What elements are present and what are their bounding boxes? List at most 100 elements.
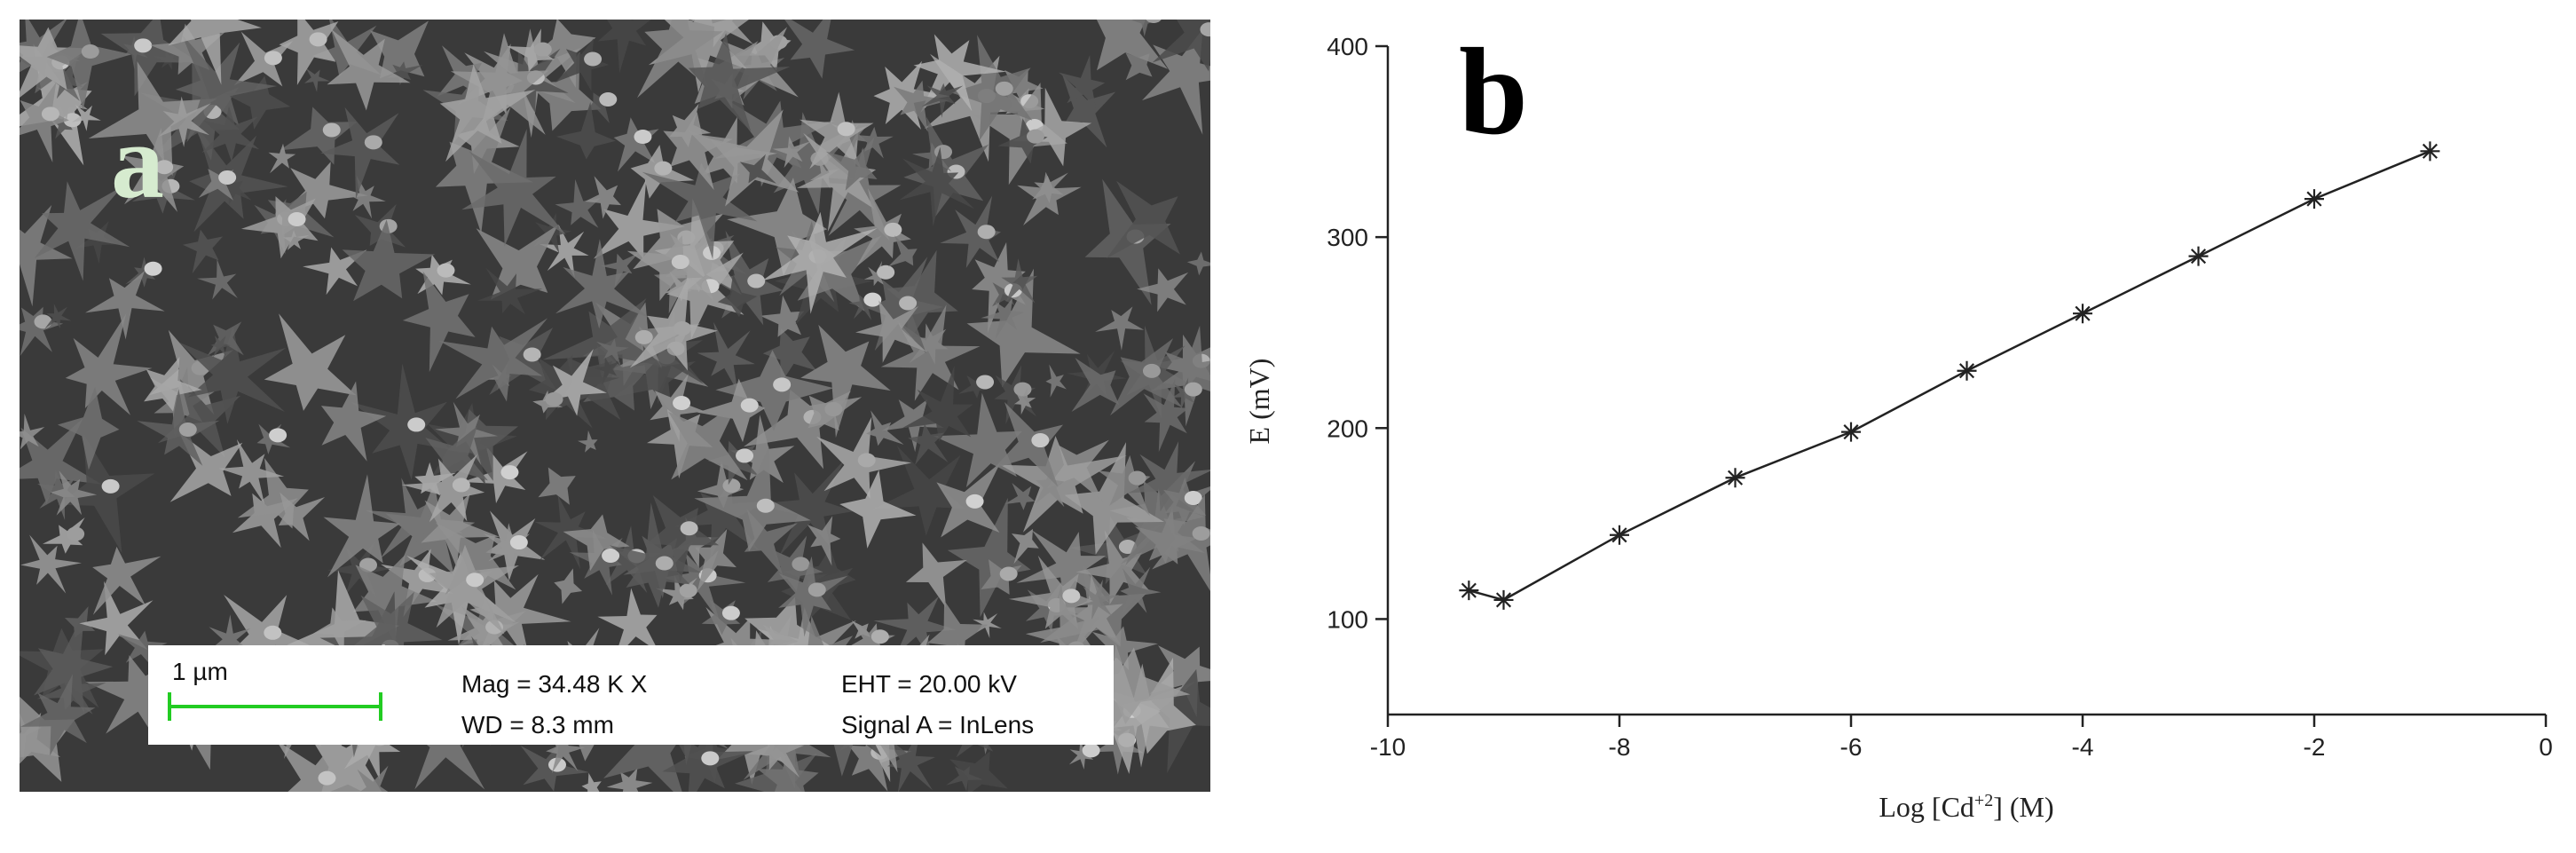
crystal bbox=[595, 338, 629, 367]
crystal bbox=[1143, 378, 1189, 453]
crystal bbox=[966, 268, 1081, 388]
crystal bbox=[800, 324, 891, 438]
data-point bbox=[1725, 468, 1745, 488]
crystal bbox=[894, 80, 949, 132]
crystal bbox=[585, 176, 621, 219]
crystal bbox=[747, 724, 805, 778]
crystal bbox=[556, 101, 616, 160]
crystal bbox=[1135, 506, 1198, 565]
crystal bbox=[1057, 573, 1123, 655]
particle bbox=[599, 91, 618, 107]
crystal bbox=[581, 772, 602, 792]
crystal bbox=[327, 29, 411, 111]
crystal bbox=[323, 474, 400, 578]
crystal bbox=[715, 350, 834, 431]
crystal bbox=[1025, 594, 1101, 675]
crystal bbox=[1096, 20, 1168, 71]
crystal bbox=[20, 306, 64, 357]
crystal bbox=[1142, 28, 1210, 135]
crystal bbox=[535, 20, 596, 88]
crystal bbox=[609, 502, 694, 608]
crystal bbox=[905, 542, 967, 608]
crystal bbox=[739, 154, 776, 184]
crystal bbox=[694, 446, 811, 552]
crystal bbox=[555, 38, 610, 91]
panel-label: b bbox=[1459, 23, 1528, 161]
crystal bbox=[940, 195, 1001, 268]
crystal bbox=[1060, 647, 1191, 724]
crystal bbox=[947, 497, 1031, 618]
crystal bbox=[50, 470, 98, 516]
crystal bbox=[1013, 387, 1036, 415]
particle bbox=[523, 347, 541, 362]
particle bbox=[1192, 525, 1210, 541]
crystal bbox=[807, 516, 841, 566]
crystal bbox=[1098, 454, 1151, 517]
data-line bbox=[1468, 150, 2430, 602]
crystal bbox=[447, 409, 518, 481]
particle bbox=[63, 113, 82, 128]
crystal bbox=[425, 426, 488, 484]
crystal bbox=[899, 146, 975, 227]
signal-label: Signal A = InLens bbox=[841, 711, 1034, 738]
crystal bbox=[121, 128, 185, 212]
x-title-text: Log [Cd bbox=[1879, 791, 1974, 823]
particle bbox=[407, 417, 426, 432]
crystal bbox=[197, 259, 238, 300]
crystal bbox=[597, 20, 651, 74]
crystal bbox=[778, 556, 848, 637]
info-box bbox=[148, 645, 1114, 745]
particle bbox=[67, 526, 85, 541]
crystal bbox=[614, 345, 696, 412]
particle bbox=[1184, 382, 1202, 397]
crystal bbox=[201, 106, 259, 162]
crystal bbox=[357, 765, 389, 792]
particle bbox=[1026, 129, 1044, 144]
particle bbox=[807, 582, 826, 597]
crystal bbox=[438, 318, 548, 402]
crystal bbox=[137, 389, 220, 466]
crystal bbox=[664, 271, 692, 302]
particle bbox=[863, 292, 882, 307]
crystal bbox=[312, 607, 366, 655]
mag-label: Mag = 34.48 K X bbox=[461, 670, 648, 698]
crystal bbox=[75, 221, 117, 265]
particle bbox=[884, 222, 902, 237]
particle bbox=[1128, 470, 1146, 486]
crystal bbox=[303, 247, 367, 296]
crystal bbox=[20, 418, 102, 504]
crystal bbox=[387, 61, 423, 86]
crystal bbox=[663, 550, 746, 622]
crystal bbox=[20, 674, 96, 756]
crystal bbox=[20, 27, 90, 99]
crystal bbox=[601, 253, 639, 288]
particle bbox=[500, 465, 519, 480]
crystal bbox=[1073, 644, 1161, 774]
particle bbox=[545, 391, 563, 407]
crystal bbox=[1152, 20, 1210, 72]
crystal bbox=[902, 365, 973, 442]
particle bbox=[309, 32, 327, 47]
crystal bbox=[44, 304, 72, 329]
crystal bbox=[351, 363, 452, 480]
crystal bbox=[648, 20, 750, 93]
y-tick-label: 400 bbox=[1327, 33, 1368, 60]
crystal bbox=[1045, 364, 1067, 398]
crystal bbox=[450, 33, 549, 135]
crystal bbox=[210, 336, 231, 358]
particle bbox=[740, 398, 759, 413]
crystal bbox=[888, 235, 918, 267]
crystal bbox=[697, 460, 744, 509]
x-tick-label: -6 bbox=[1840, 733, 1863, 761]
data-point bbox=[1610, 525, 1629, 545]
crystal bbox=[65, 313, 153, 415]
crystal bbox=[555, 178, 601, 228]
crystal bbox=[20, 204, 73, 307]
crystal bbox=[697, 321, 755, 392]
particle bbox=[269, 428, 288, 443]
crystal bbox=[35, 181, 130, 281]
data-point bbox=[1841, 422, 1861, 442]
crystal bbox=[1110, 338, 1183, 416]
x-tick-label: 0 bbox=[2539, 733, 2553, 761]
